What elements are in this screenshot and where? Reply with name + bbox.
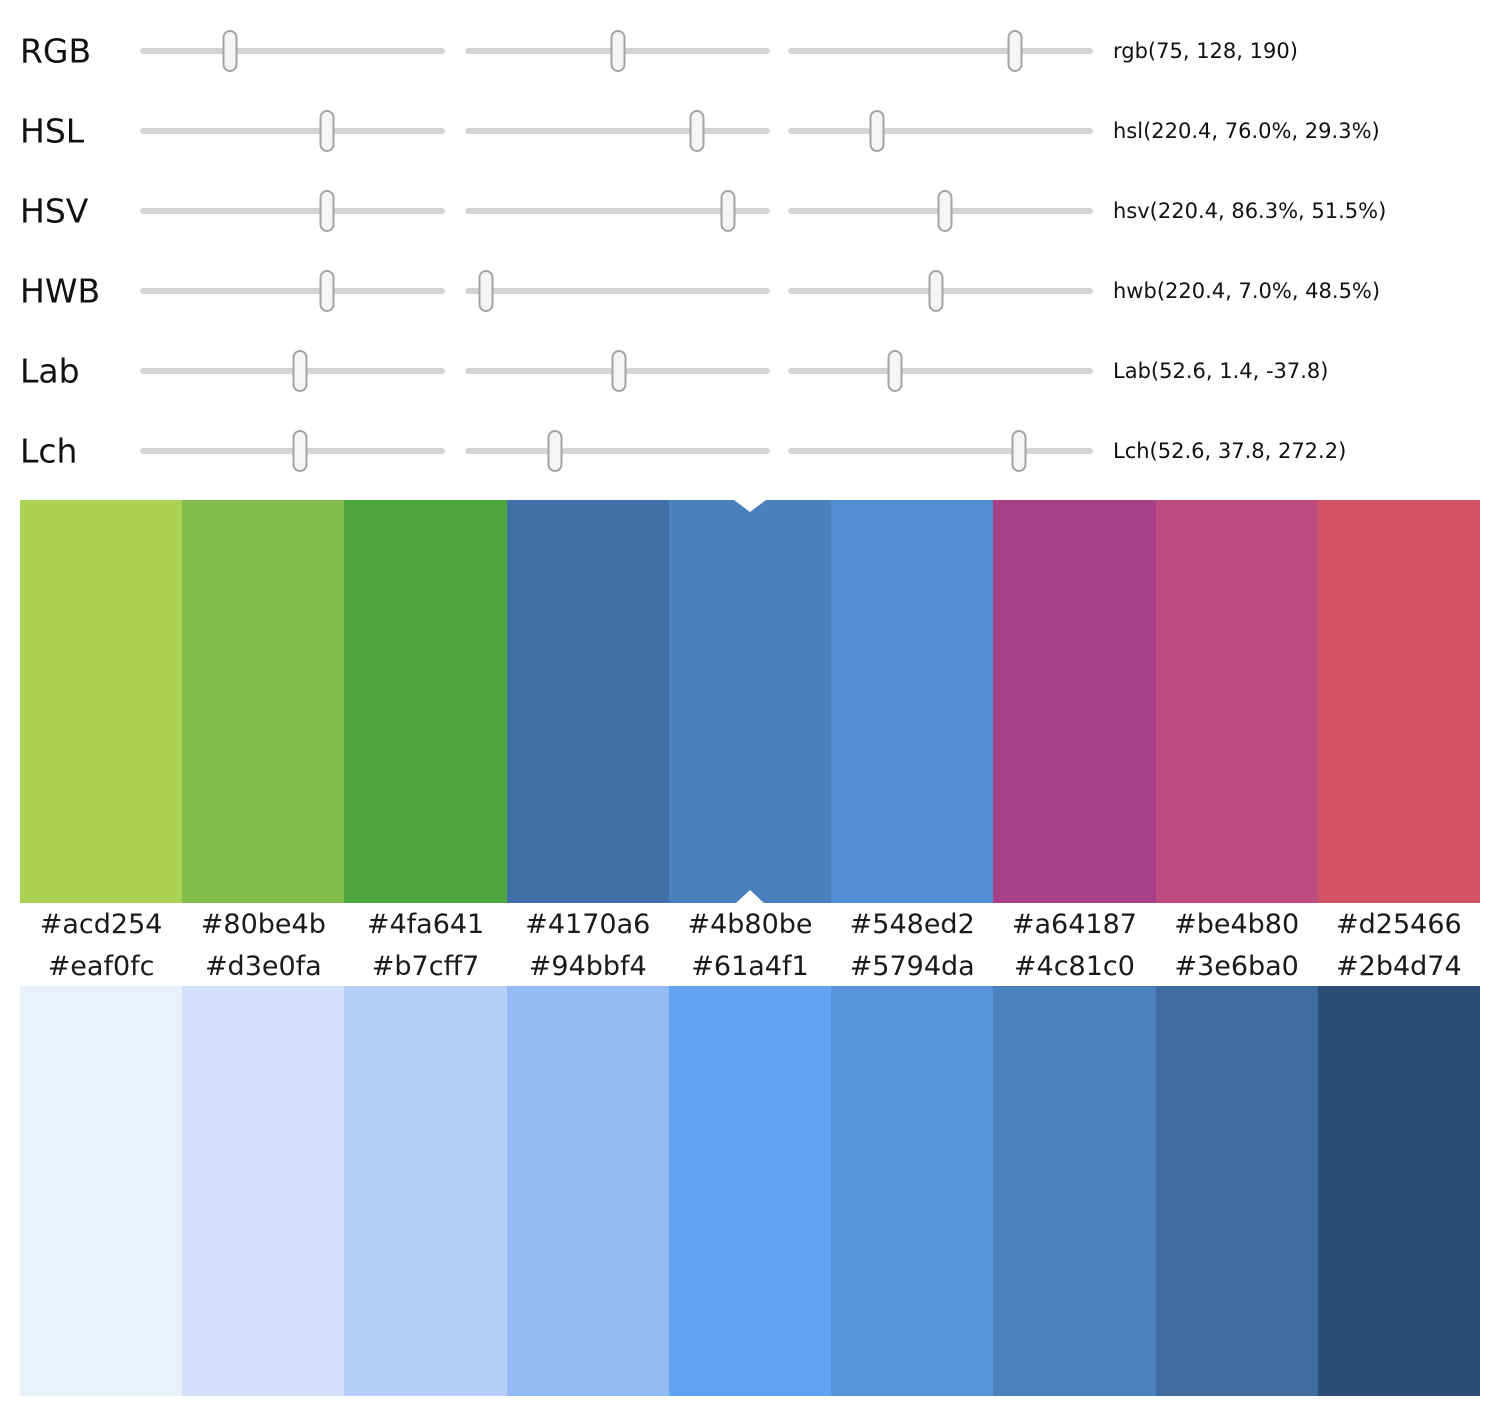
hwb-whiteness-slider-thumb[interactable] [478, 270, 494, 312]
hue-swatch-0[interactable] [20, 500, 183, 903]
hue-swatch-4[interactable] [668, 500, 832, 903]
hue-hex-labels: #acd254 #80be4b #4fa641 #4170a6 #4b80be #548e… [20, 903, 1480, 947]
hwb-blackness-slider-track[interactable] [788, 270, 1093, 312]
hue-swatch-3[interactable] [506, 500, 669, 903]
lch-slider-row: Lch Lch(52.6, 37.8, 272.2) [0, 411, 1501, 491]
hwb-label: HWB [20, 271, 101, 311]
hsl-label: HSL [20, 111, 85, 151]
lightness-swatch-1[interactable] [182, 986, 345, 1396]
hsv-hue-slider-track[interactable] [140, 190, 445, 232]
rgb-slider-row: RGB rgb(75, 128, 190) [0, 11, 1501, 91]
lch-c-slider-track[interactable] [465, 430, 770, 472]
lab-slider-row: Lab Lab(52.6, 1.4, -37.8) [0, 331, 1501, 411]
hsv-saturation-slider-thumb[interactable] [720, 190, 736, 232]
lch-label: Lch [20, 431, 78, 471]
lightness-hex-label-8: #2b4d74 [1336, 951, 1462, 982]
hue-hex-label-8: #d25466 [1336, 909, 1462, 940]
rgb-label: RGB [20, 31, 92, 71]
hue-hex-label-0: #acd254 [39, 909, 163, 940]
lightness-swatch-6[interactable] [993, 986, 1156, 1396]
lightness-swatch-2[interactable] [344, 986, 507, 1396]
rgb-red-slider-track[interactable] [140, 30, 445, 72]
hue-swatch-2[interactable] [344, 500, 507, 903]
lightness-swatch-4[interactable] [668, 986, 832, 1396]
hue-swatch-8[interactable] [1317, 500, 1480, 903]
hwb-hue-slider-track[interactable] [140, 270, 445, 312]
hsv-value-slider-track[interactable] [788, 190, 1093, 232]
hue-hex-label-4: #4b80be [687, 909, 813, 940]
hwb-slider-row: HWB hwb(220.4, 7.0%, 48.5%) [0, 251, 1501, 331]
hwb-value: hwb(220.4, 7.0%, 48.5%) [1113, 279, 1381, 303]
lab-value: Lab(52.6, 1.4, -37.8) [1113, 359, 1329, 383]
lightness-hex-label-5: #5794da [849, 951, 975, 982]
lightness-swatch-8[interactable] [1317, 986, 1480, 1396]
hue-hex-label-6: #a64187 [1011, 909, 1137, 940]
hue-hex-label-1: #80be4b [200, 909, 326, 940]
rgb-blue-slider-track[interactable] [788, 30, 1093, 72]
rgb-green-slider-track[interactable] [465, 30, 770, 72]
lab-a-slider-track[interactable] [465, 350, 770, 392]
lightness-swatch-0[interactable] [20, 986, 183, 1396]
lch-h-slider-thumb[interactable] [1011, 430, 1027, 472]
lab-l-slider-thumb[interactable] [292, 350, 308, 392]
lab-label: Lab [20, 351, 80, 391]
lightness-swatch-3[interactable] [506, 986, 669, 1396]
hsl-saturation-slider-track[interactable] [465, 110, 770, 152]
lch-l-slider-thumb[interactable] [292, 430, 308, 472]
rgb-value: rgb(75, 128, 190) [1113, 39, 1298, 63]
lightness-hex-label-2: #b7cff7 [371, 951, 480, 982]
lightness-hex-label-6: #4c81c0 [1013, 951, 1135, 982]
rgb-red-slider-thumb[interactable] [222, 30, 238, 72]
hwb-whiteness-slider-track[interactable] [465, 270, 770, 312]
hue-swatch-7[interactable] [1155, 500, 1318, 903]
lightness-hex-labels: #eaf0fc #d3e0fa #b7cff7 #94bbf4 #61a4f1 #5794… [20, 946, 1480, 988]
hsv-hue-slider-thumb[interactable] [319, 190, 335, 232]
hsv-saturation-slider-track[interactable] [465, 190, 770, 232]
lightness-swatch-7[interactable] [1155, 986, 1318, 1396]
lightness-palette [20, 986, 1480, 1396]
hsv-value-slider-thumb[interactable] [937, 190, 953, 232]
hsl-value: hsl(220.4, 76.0%, 29.3%) [1113, 119, 1380, 143]
hsv-value: hsv(220.4, 86.3%, 51.5%) [1113, 199, 1387, 223]
selection-notch-bottom [735, 890, 764, 903]
hue-hex-label-3: #4170a6 [525, 909, 651, 940]
hwb-blackness-slider-thumb[interactable] [928, 270, 944, 312]
hsl-saturation-slider-thumb[interactable] [689, 110, 705, 152]
lab-l-slider-track[interactable] [140, 350, 445, 392]
lightness-hex-label-3: #94bbf4 [528, 951, 647, 982]
lightness-hex-label-1: #d3e0fa [204, 951, 322, 982]
hue-palette [20, 500, 1480, 903]
lab-b-slider-track[interactable] [788, 350, 1093, 392]
hue-hex-label-2: #4fa641 [366, 909, 485, 940]
lch-h-slider-track[interactable] [788, 430, 1093, 472]
hsl-hue-slider-thumb[interactable] [319, 110, 335, 152]
rgb-green-slider-thumb[interactable] [610, 30, 626, 72]
lab-b-slider-thumb[interactable] [887, 350, 903, 392]
hue-swatch-5[interactable] [831, 500, 994, 903]
hue-swatch-6[interactable] [993, 500, 1156, 903]
hwb-hue-slider-thumb[interactable] [319, 270, 335, 312]
lightness-hex-label-4: #61a4f1 [691, 951, 809, 982]
hsl-lightness-slider-thumb[interactable] [869, 110, 885, 152]
lch-l-slider-track[interactable] [140, 430, 445, 472]
hsl-lightness-slider-track[interactable] [788, 110, 1093, 152]
rgb-blue-slider-thumb[interactable] [1007, 30, 1023, 72]
lch-c-slider-thumb[interactable] [547, 430, 563, 472]
hsl-hue-slider-track[interactable] [140, 110, 445, 152]
lightness-hex-label-0: #eaf0fc [47, 951, 155, 982]
lch-value: Lch(52.6, 37.8, 272.2) [1113, 439, 1347, 463]
lightness-swatch-5[interactable] [831, 986, 994, 1396]
hue-swatch-1[interactable] [182, 500, 345, 903]
lab-a-slider-thumb[interactable] [611, 350, 627, 392]
hue-hex-label-7: #be4b80 [1174, 909, 1300, 940]
hsv-slider-row: HSV hsv(220.4, 86.3%, 51.5%) [0, 171, 1501, 251]
selection-notch-top [733, 500, 766, 512]
hsv-label: HSV [20, 191, 89, 231]
lightness-hex-label-7: #3e6ba0 [1174, 951, 1299, 982]
hue-hex-label-5: #548ed2 [849, 909, 975, 940]
hsl-slider-row: HSL hsl(220.4, 76.0%, 29.3%) [0, 91, 1501, 171]
